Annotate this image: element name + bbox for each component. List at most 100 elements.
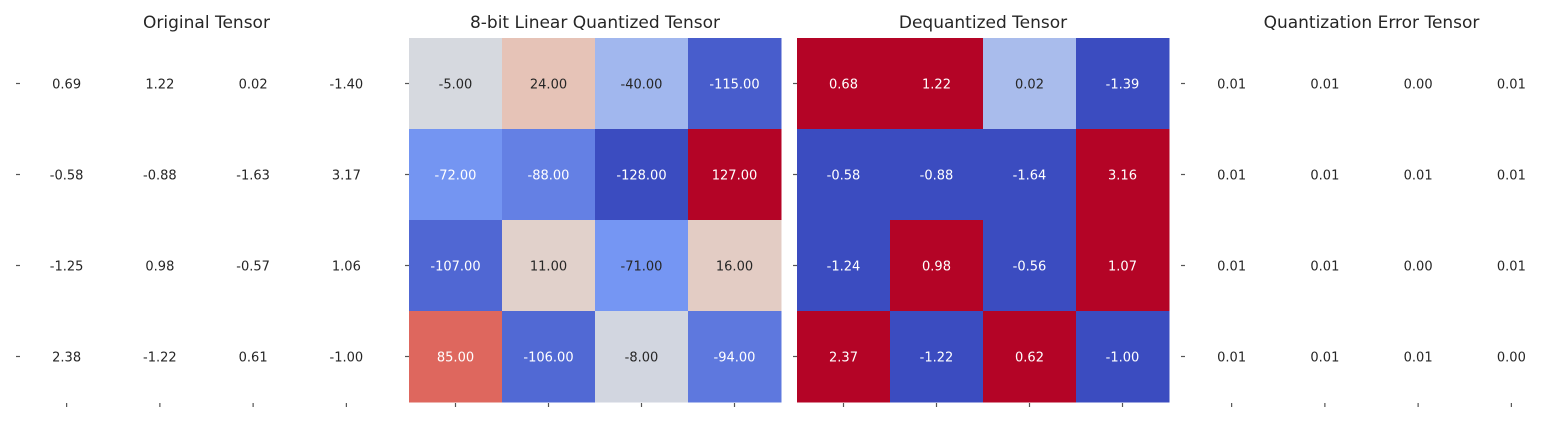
cell-value: 0.98: [922, 260, 951, 275]
heatmap-panel-3: Dequantized Tensor 0.68 1.22 0.02 -1.39 -0.58…: [793, 13, 1170, 407]
cell-value: 0.01: [1310, 78, 1339, 93]
cell-value: 0.01: [1310, 169, 1339, 184]
heatmap-cell: [1076, 38, 1170, 130]
cell-value: -71.00: [621, 260, 663, 275]
cell-value: 0.68: [829, 78, 858, 93]
cell-value: 11.00: [530, 260, 567, 275]
cell-value: 1.06: [332, 260, 361, 275]
cell-value: -0.56: [1013, 260, 1047, 275]
heatmap-cell: [409, 38, 503, 130]
heatmap-panel-2: 8-bit Linear Quantized Tensor -5.00 24.00 -…: [405, 13, 782, 407]
cell-value: 2.37: [829, 351, 858, 366]
cell-value: 127.00: [712, 169, 758, 184]
cell-value: 0.01: [1497, 169, 1526, 184]
heatmap-cell: [983, 129, 1077, 221]
cell-value: 0.01: [1310, 260, 1339, 275]
heatmap-cell: [688, 311, 782, 403]
cell-value: -94.00: [714, 351, 756, 366]
cell-value: 0.01: [1217, 260, 1246, 275]
cell-value: -0.58: [50, 169, 84, 184]
cell-value: 1.07: [1108, 260, 1137, 275]
heatmap-cell: [595, 38, 689, 130]
cell-value: 2.38: [52, 351, 81, 366]
cell-value: 0.02: [1015, 78, 1044, 93]
heatmap-cell: [890, 220, 984, 312]
heatmap-cell: [797, 38, 891, 130]
heatmap-cell: [890, 311, 984, 403]
cell-value: -1.63: [236, 169, 270, 184]
heatmap-cell: [688, 38, 782, 130]
cell-value: -0.57: [236, 260, 270, 275]
heatmap-cell: [1076, 129, 1170, 221]
cell-value: -0.88: [143, 169, 177, 184]
cell-value: 24.00: [530, 78, 567, 93]
cell-value: 0.69: [52, 78, 81, 93]
cell-value: -1.22: [920, 351, 954, 366]
cell-value: 3.17: [332, 169, 361, 184]
cell-value: 0.01: [1310, 351, 1339, 366]
heatmap-panel-1: Original Tensor 0.69 1.22 0.02 -1.40 -0.58 -0.…: [16, 13, 363, 407]
heatmap-cell: [409, 129, 503, 221]
cell-value: -1.00: [1106, 351, 1140, 366]
cell-value: 85.00: [437, 351, 474, 366]
cell-value: -1.24: [827, 260, 861, 275]
cell-value: 0.61: [239, 351, 268, 366]
heatmap-cell: [797, 220, 891, 312]
cell-value: -115.00: [709, 78, 759, 93]
heatmap-cell: [983, 38, 1077, 130]
cell-value: -0.88: [920, 169, 954, 184]
cell-value: 0.01: [1217, 78, 1246, 93]
cell-value: -1.64: [1013, 169, 1047, 184]
cell-value: -5.00: [439, 78, 473, 93]
heatmap-cell: [797, 129, 891, 221]
cell-value: 1.22: [145, 78, 174, 93]
cell-value: 0.62: [1015, 351, 1044, 366]
cell-value: 16.00: [716, 260, 753, 275]
panel-title: Quantization Error Tensor: [1264, 13, 1480, 33]
heatmap-cell: [595, 129, 689, 221]
cell-value: 0.01: [1404, 169, 1433, 184]
heatmap-cell: [409, 311, 503, 403]
heatmap-cell: [502, 220, 596, 312]
heatmap-cell: [983, 311, 1077, 403]
cell-value: -72.00: [435, 169, 477, 184]
cell-value: 0.01: [1217, 169, 1246, 184]
cell-value: -106.00: [523, 351, 573, 366]
heatmap-cell: [983, 220, 1077, 312]
heatmap-panel-4: Quantization Error Tensor 0.01 0.01 0.00 0.0…: [1181, 13, 1526, 407]
heatmap-cell: [502, 38, 596, 130]
heatmap-cell: [1076, 311, 1170, 403]
heatmap-cell: [502, 311, 596, 403]
cell-value: 0.00: [1404, 78, 1433, 93]
cell-value: 0.01: [1497, 260, 1526, 275]
heatmap-cell: [890, 129, 984, 221]
heatmap-cell: [595, 311, 689, 403]
cell-value: 0.01: [1404, 351, 1433, 366]
heatmap-cell: [797, 311, 891, 403]
cell-value: -1.25: [50, 260, 84, 275]
cell-value: 0.00: [1497, 351, 1526, 366]
cell-value: 0.01: [1217, 351, 1246, 366]
panel-title: Original Tensor: [143, 13, 270, 33]
heatmap-cell: [502, 129, 596, 221]
cell-value: 0.98: [145, 260, 174, 275]
cell-value: 1.22: [922, 78, 951, 93]
cell-value: -1.00: [330, 351, 364, 366]
heatmap-cell: [688, 129, 782, 221]
heatmap-cell: [409, 220, 503, 312]
heatmap-cell: [890, 38, 984, 130]
cell-value: -88.00: [528, 169, 570, 184]
cell-value: -1.22: [143, 351, 177, 366]
cell-value: -40.00: [621, 78, 663, 93]
panel-title: Dequantized Tensor: [899, 13, 1067, 33]
heatmap-cell: [688, 220, 782, 312]
cell-value: 0.01: [1497, 78, 1526, 93]
cell-value: -8.00: [625, 351, 659, 366]
panel-title: 8-bit Linear Quantized Tensor: [470, 13, 720, 33]
cell-value: 0.00: [1404, 260, 1433, 275]
heatmap-cell: [1076, 220, 1170, 312]
cell-value: 0.02: [239, 78, 268, 93]
cell-value: -107.00: [430, 260, 480, 275]
cell-value: -128.00: [616, 169, 666, 184]
